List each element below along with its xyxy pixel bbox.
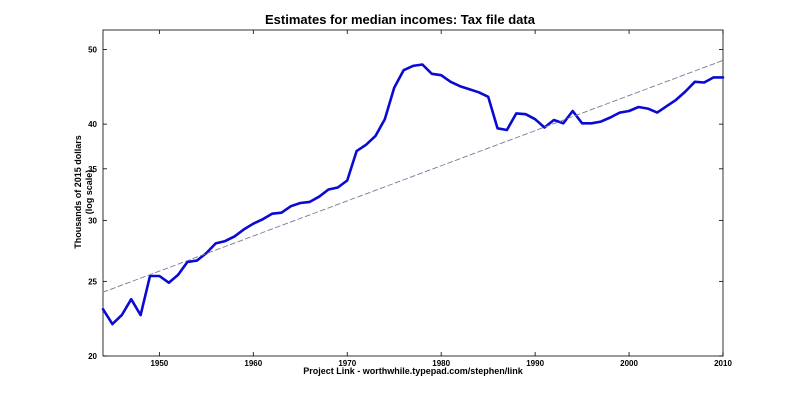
x-tick-label: 1950 [150, 359, 168, 368]
y-axis: 20 25 30 35 40 50 [88, 45, 723, 361]
y-tick-label: 30 [88, 216, 97, 225]
x-tick-label: 2010 [714, 359, 732, 368]
x-tick-label: 1990 [526, 359, 544, 368]
x-tick-label: 1980 [432, 359, 450, 368]
median-income-line [101, 63, 725, 326]
y-axis-label-line-1: Thousands of 2015 dollars [73, 135, 83, 249]
y-tick-label: 20 [88, 352, 97, 361]
trend-line [102, 59, 724, 293]
chart-title: Estimates for median incomes: Tax file d… [265, 12, 535, 27]
y-axis-label-line-2: (log scale) [84, 170, 94, 215]
x-tick-label: 2000 [620, 359, 638, 368]
series-layer [101, 59, 725, 326]
y-tick-label: 40 [88, 120, 97, 129]
y-tick-label: 35 [88, 165, 97, 174]
x-axis-label: Project Link - worthwhile.typepad.com/st… [303, 366, 523, 376]
x-tick-label: 1960 [244, 359, 262, 368]
y-tick-label: 50 [88, 45, 97, 54]
plot-frame [102, 29, 724, 357]
x-tick-label: 1970 [338, 359, 356, 368]
y-tick-label: 25 [88, 277, 97, 286]
x-axis: 1950 1960 1970 1980 1990 2000 2010 [150, 30, 732, 368]
